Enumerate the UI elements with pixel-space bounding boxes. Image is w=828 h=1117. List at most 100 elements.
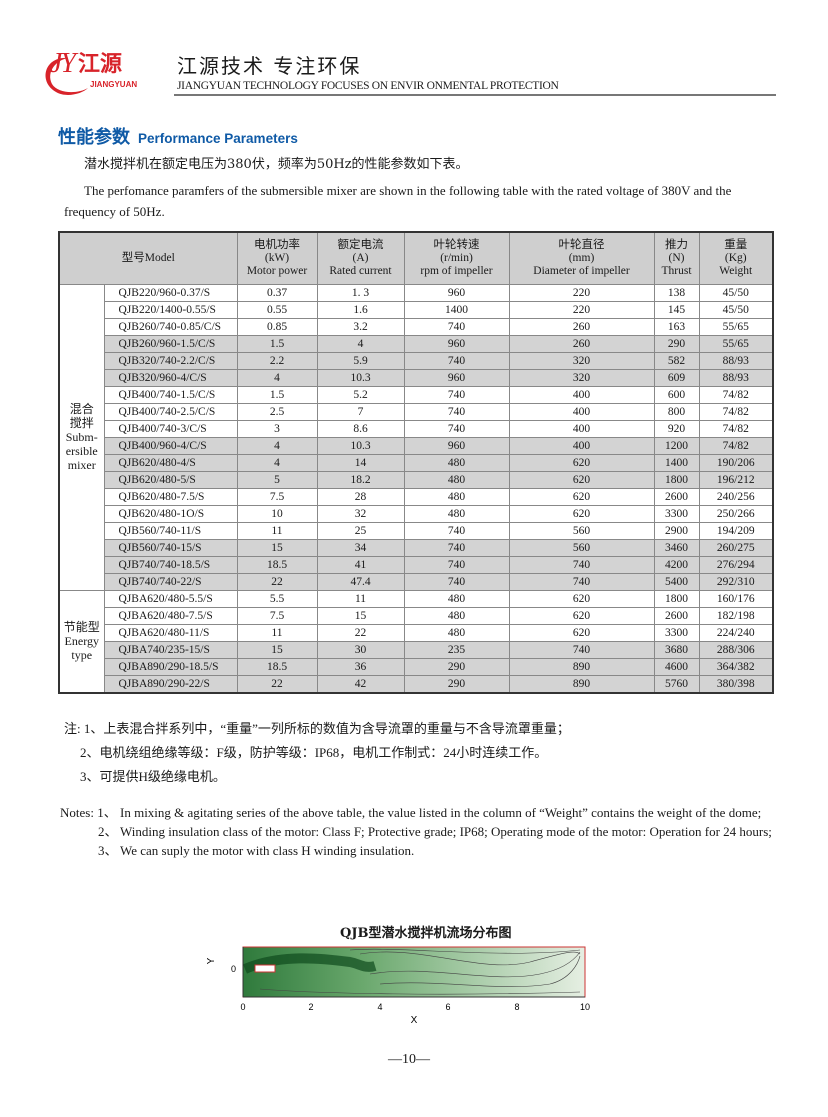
value-cell: 260/275 xyxy=(698,538,774,557)
value-cell: 3300 xyxy=(653,504,700,523)
value-cell: 276/294 xyxy=(698,555,774,574)
value-cell: 3300 xyxy=(653,623,700,642)
header-line: (r/min) xyxy=(440,251,473,264)
flow-field-figure: 0 2 4 6 8 10 0 X Y xyxy=(206,946,590,1026)
table-row: QJB400/740-3/C/S 3 8.6 740 400 920 74/82 xyxy=(59,419,774,438)
value-cell: 74/82 xyxy=(698,402,774,421)
value-cell: 7.5 xyxy=(236,487,318,506)
value-cell: 0.55 xyxy=(236,300,318,319)
table-row: QJBA890/290-18.5/S 18.5 36 290 890 4600 364/38… xyxy=(59,657,774,676)
value-cell: 36 xyxy=(316,657,405,676)
header-line: 型号Model xyxy=(121,251,175,264)
section-title: 性能参数 Performance Parameters xyxy=(58,126,298,151)
table-row: QJB560/740-15/S 15 34 740 560 3460 260/275 xyxy=(59,538,774,557)
header-divider xyxy=(174,94,776,96)
value-cell: 364/382 xyxy=(698,657,774,676)
value-cell: 11 xyxy=(236,521,318,540)
value-cell: 11 xyxy=(316,589,405,608)
slogan-en: JIANGYUAN TECHNOLOGY FOCUSES ON ENVIR ON… xyxy=(177,80,559,92)
value-cell: 740 xyxy=(508,640,655,659)
value-cell: 22 xyxy=(236,674,318,693)
note-num: 2、 xyxy=(98,824,118,839)
value-cell: 14 xyxy=(316,453,405,472)
value-cell: 45/50 xyxy=(698,300,774,319)
table-row: QJBA740/235-15/S 15 30 235 740 3680 288/306 xyxy=(59,640,774,659)
model-cell: QJB220/1400-0.55/S xyxy=(103,300,238,319)
value-cell: 740 xyxy=(403,555,510,574)
value-cell: 620 xyxy=(508,487,655,506)
value-cell: 0.37 xyxy=(236,283,318,302)
x-axis-label: X xyxy=(411,1015,418,1026)
value-cell: 380/398 xyxy=(698,674,774,693)
column-header: 电机功率 (kW) Motor power xyxy=(236,231,318,285)
value-cell: 260 xyxy=(508,317,655,336)
note-text: Winding insulation class of the motor: C… xyxy=(120,824,772,839)
value-cell: 400 xyxy=(508,385,655,404)
value-cell: 194/209 xyxy=(698,521,774,540)
x-tick: 8 xyxy=(514,1002,519,1012)
table-header-row: 型号Model 电机功率 (kW) Motor power 额定电流 (A) Rated c… xyxy=(58,231,774,285)
value-cell: 7 xyxy=(316,402,405,421)
value-cell: 4600 xyxy=(653,657,700,676)
note-cn-1: 注: 1、上表混合拌系列中，“重量”一列所标的数值为含导流罩的重量与不含导流罩重… xyxy=(64,721,570,736)
model-cell: QJB320/960-4/C/S xyxy=(103,368,238,387)
column-header: 重量 (Kg) Weight xyxy=(698,231,774,285)
value-cell: 18.5 xyxy=(236,555,318,574)
value-cell: 1400 xyxy=(653,453,700,472)
value-cell: 22 xyxy=(236,572,318,591)
logo-row: JY 江源 xyxy=(50,48,122,80)
header-line: Rated current xyxy=(329,264,392,277)
value-cell: 235 xyxy=(403,640,510,659)
header-line: (A) xyxy=(352,251,369,264)
value-cell: 290 xyxy=(403,674,510,693)
table-row: QJB400/740-1.5/C/S 1.5 5.2 740 400 600 74/82 xyxy=(59,385,774,404)
value-cell: 74/82 xyxy=(698,436,774,455)
value-cell: 5.5 xyxy=(236,589,318,608)
value-cell: 160/176 xyxy=(698,589,774,608)
value-cell: 34 xyxy=(316,538,405,557)
header-line: Thrust xyxy=(661,264,692,277)
value-cell: 480 xyxy=(403,453,510,472)
value-cell: 32 xyxy=(316,504,405,523)
table-row: QJB740/740-22/S 22 47.4 740 740 5400 292/310 xyxy=(59,572,774,591)
value-cell: 1800 xyxy=(653,589,700,608)
logo-cn: 江源 xyxy=(78,51,123,77)
model-cell: QJB620/480-1O/S xyxy=(103,504,238,523)
value-cell: 22 xyxy=(316,623,405,642)
value-cell: 740 xyxy=(403,572,510,591)
x-tick: 0 xyxy=(240,1002,245,1012)
intro-en: The perfomance paramfers of the submersi… xyxy=(64,183,732,219)
value-cell: 7.5 xyxy=(236,606,318,625)
value-cell: 480 xyxy=(403,487,510,506)
value-cell: 3 xyxy=(236,419,318,438)
model-cell: QJB260/740-0.85/C/S xyxy=(103,317,238,336)
value-cell: 480 xyxy=(403,606,510,625)
value-cell: 4200 xyxy=(653,555,700,574)
column-header: 叶轮转速 (r/min) rpm of impeller xyxy=(403,231,510,285)
value-cell: 1.5 xyxy=(236,334,318,353)
header-line: (Kg) xyxy=(724,251,747,264)
value-cell: 400 xyxy=(508,402,655,421)
value-cell: 45/50 xyxy=(698,283,774,302)
value-cell: 88/93 xyxy=(698,351,774,370)
value-cell: 740 xyxy=(403,317,510,336)
value-cell: 5 xyxy=(236,470,318,489)
value-cell: 960 xyxy=(403,368,510,387)
value-cell: 3.2 xyxy=(316,317,405,336)
model-cell: QJB620/480-5/S xyxy=(103,470,238,489)
value-cell: 740 xyxy=(403,521,510,540)
value-cell: 960 xyxy=(403,283,510,302)
value-cell: 240/256 xyxy=(698,487,774,506)
table-row: QJB400/960-4/C/S 4 10.3 960 400 1200 74/82 xyxy=(59,436,774,455)
value-cell: 480 xyxy=(403,504,510,523)
value-cell: 15 xyxy=(236,640,318,659)
value-cell: 4 xyxy=(236,368,318,387)
value-cell: 2.2 xyxy=(236,351,318,370)
category-label: Energy xyxy=(64,634,99,648)
table-row: QJBA620/480-11/S 11 22 480 620 3300 224/240 xyxy=(59,623,774,642)
value-cell: 400 xyxy=(508,436,655,455)
value-cell: 3680 xyxy=(653,640,700,659)
note-cn-3: 3、可提供H级绝缘电机。 xyxy=(80,769,226,784)
table-row: QJB260/740-0.85/C/S 0.85 3.2 740 260 163 55/65 xyxy=(59,317,774,336)
value-cell: 620 xyxy=(508,470,655,489)
